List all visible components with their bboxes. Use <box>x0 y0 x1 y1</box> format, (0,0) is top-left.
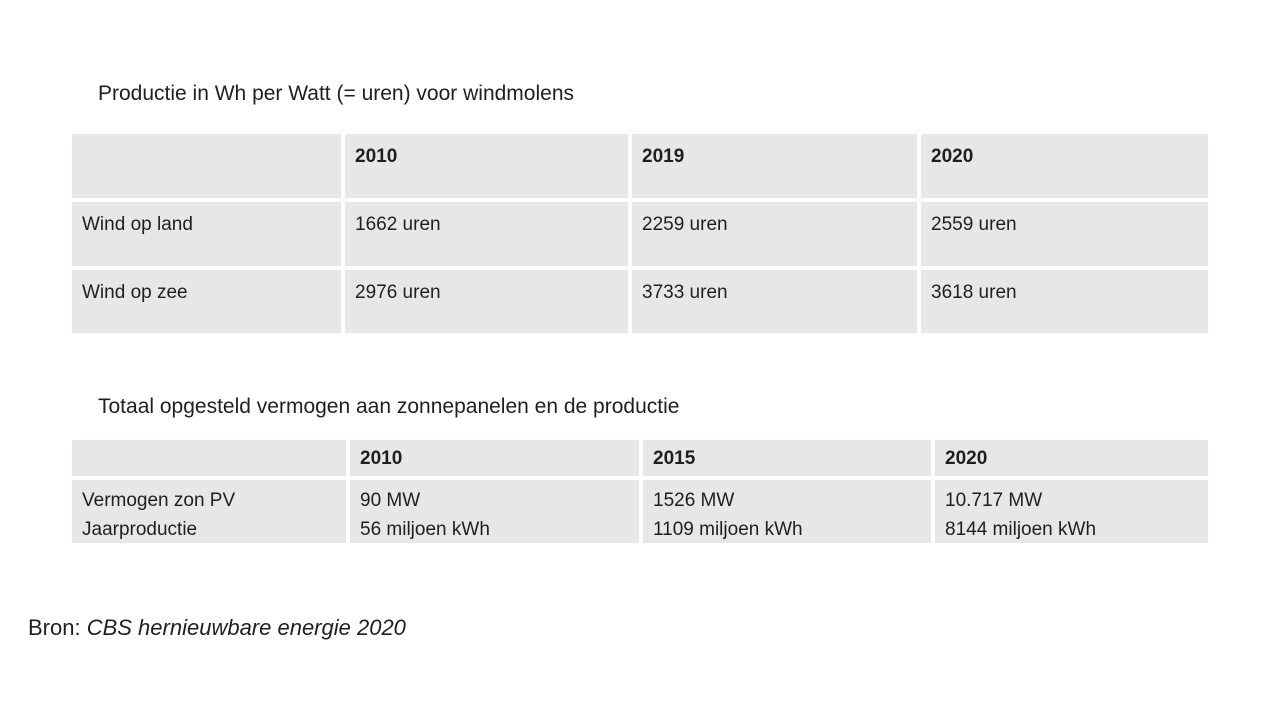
wind-row-land-2010: 1662 uren <box>345 202 628 266</box>
solar-row-2015: 1526 MW 1109 miljoen kWh <box>643 480 931 543</box>
wind-row-zee-label: Wind op zee <box>72 270 341 333</box>
solar-header-2020: 2020 <box>935 440 1208 476</box>
solar-row-2010-capacity: 90 MW <box>360 490 421 511</box>
solar-row-2010-production: 56 miljoen kWh <box>360 519 490 540</box>
solar-row-2015-production: 1109 miljoen kWh <box>653 519 803 540</box>
wind-row-land-2019: 2259 uren <box>632 202 917 266</box>
solar-row-2020: 10.717 MW 8144 miljoen kWh <box>935 480 1208 543</box>
wind-header-2010: 2010 <box>345 134 628 198</box>
solar-row-label: Vermogen zon PV Jaarproductie <box>72 480 346 543</box>
source-reference: CBS hernieuwbare energie 2020 <box>86 615 406 640</box>
solar-row-label-line2: Jaarproductie <box>82 519 198 540</box>
wind-header-2020: 2020 <box>921 134 1208 198</box>
solar-row-2010: 90 MW 56 miljoen kWh <box>350 480 639 543</box>
wind-row-zee-2019: 3733 uren <box>632 270 917 333</box>
solar-header-2010: 2010 <box>350 440 639 476</box>
wind-header-2019: 2019 <box>632 134 917 198</box>
wind-row-land-2020: 2559 uren <box>921 202 1208 266</box>
source-line: Bron: CBS hernieuwbare energie 2020 <box>28 615 406 641</box>
wind-row-zee-2020: 3618 uren <box>921 270 1208 333</box>
solar-row-2020-capacity: 10.717 MW <box>945 490 1043 511</box>
solar-table: 2010 2015 2020 Vermogen zon PV Jaarprodu… <box>72 440 1208 543</box>
wind-header-empty <box>72 134 341 198</box>
wind-table-title: Productie in Wh per Watt (= uren) voor w… <box>98 82 574 105</box>
wind-row-zee-2010: 2976 uren <box>345 270 628 333</box>
solar-header-2015: 2015 <box>643 440 931 476</box>
source-prefix: Bron: <box>28 615 87 640</box>
solar-row-label-line1: Vermogen zon PV <box>82 490 236 511</box>
wind-row-land-label: Wind op land <box>72 202 341 266</box>
wind-table: 2010 2019 2020 Wind op land 1662 uren 22… <box>72 134 1208 333</box>
solar-row-2015-capacity: 1526 MW <box>653 490 735 511</box>
solar-header-empty <box>72 440 346 476</box>
solar-row-2020-production: 8144 miljoen kWh <box>945 519 1097 540</box>
solar-table-title: Totaal opgesteld vermogen aan zonnepanel… <box>98 395 680 418</box>
